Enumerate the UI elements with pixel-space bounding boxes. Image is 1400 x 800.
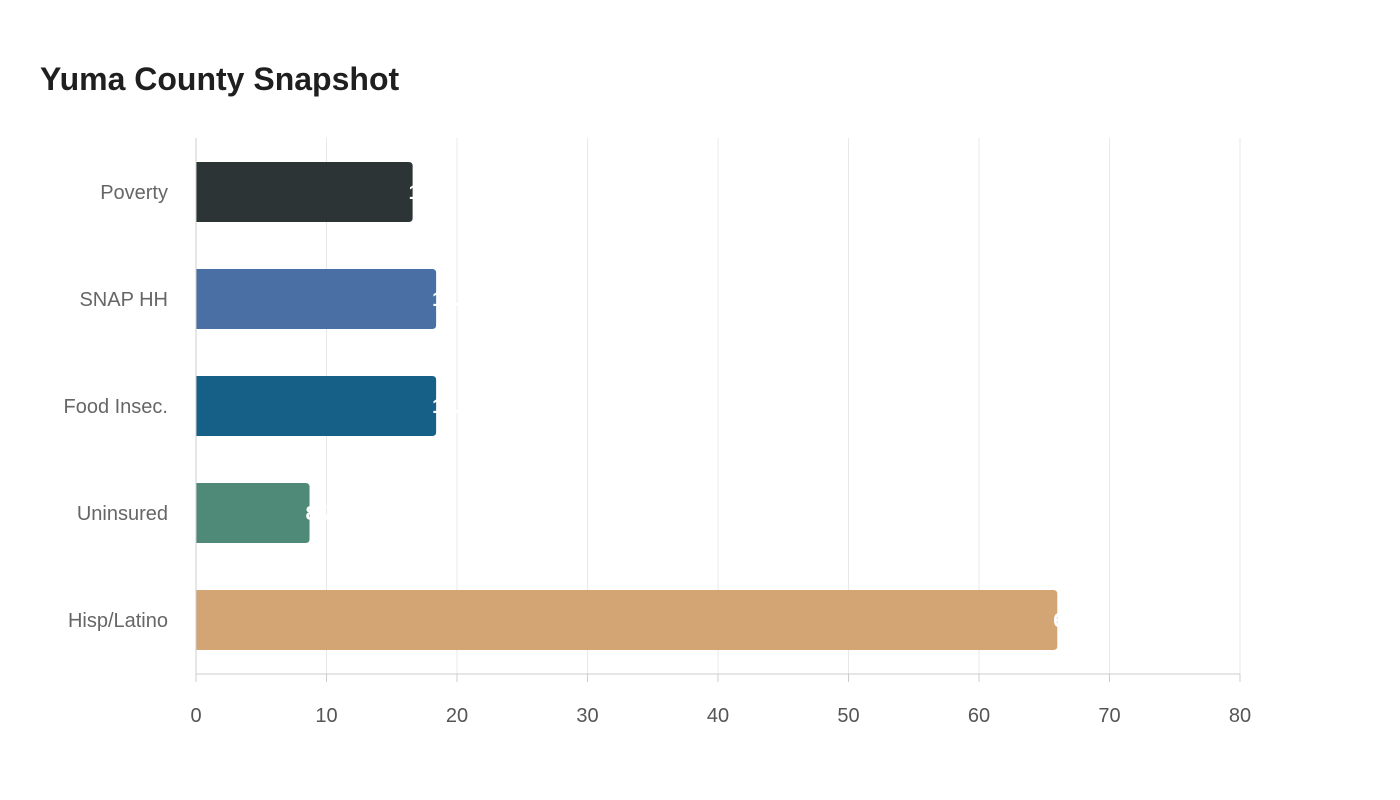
x-tick-label: 10	[315, 705, 337, 727]
x-tick-label: 40	[707, 705, 729, 727]
y-category-label: Uninsured	[77, 503, 168, 525]
x-tick-label: 60	[968, 705, 990, 727]
y-category-label: SNAP HH	[79, 289, 168, 311]
bar-poverty	[196, 162, 413, 222]
bar-value-label: 16.6	[409, 182, 448, 204]
bar-uninsured	[196, 483, 310, 543]
bar-hisp-latino	[196, 590, 1058, 650]
y-category-label: Hisp/Latino	[68, 610, 168, 632]
bar-value-label: 66.0	[1053, 610, 1092, 632]
labels: 0 10 20 30 40 50 60 70 80 Poverty 16.6 SNAP HH 18.4 F…	[63, 182, 1251, 727]
x-tick-label: 70	[1098, 705, 1120, 727]
x-tick-label: 0	[190, 705, 201, 727]
bar-snap-hh	[196, 269, 437, 329]
x-tick-label: 80	[1229, 705, 1251, 727]
bar-value-label: 8.7	[306, 503, 334, 525]
grid-lines	[326, 138, 1241, 674]
chart-title: Yuma County Snapshot	[40, 61, 400, 97]
bars	[196, 162, 1058, 650]
axes	[195, 138, 1241, 682]
x-tick-label: 50	[837, 705, 859, 727]
bar-food-insec	[196, 376, 437, 436]
bar-value-label: 18.4	[432, 289, 472, 311]
y-category-label: Food Insec.	[63, 396, 168, 418]
y-category-label: Poverty	[100, 182, 168, 204]
x-tick-label: 30	[576, 705, 598, 727]
x-tick-label: 20	[446, 705, 468, 727]
bar-value-label: 18.4	[432, 396, 472, 418]
